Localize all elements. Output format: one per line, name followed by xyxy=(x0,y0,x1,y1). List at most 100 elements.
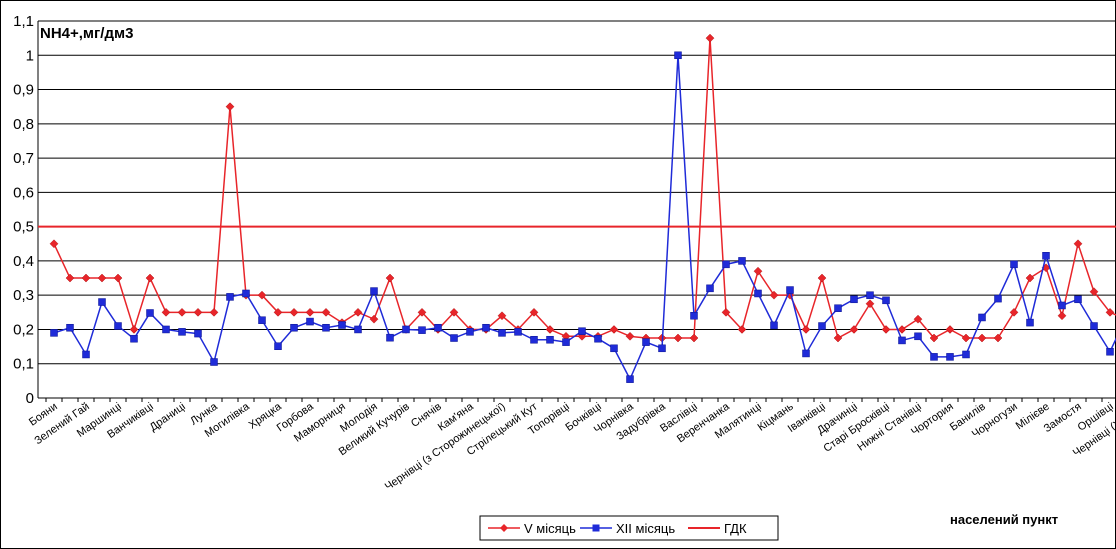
data-point xyxy=(930,353,938,361)
legend-label: V місяць xyxy=(524,521,576,536)
data-point xyxy=(978,313,986,322)
data-point xyxy=(258,316,266,324)
y-tick-label: 0,8 xyxy=(13,116,34,133)
data-point xyxy=(497,311,507,321)
data-point xyxy=(802,349,810,358)
legend: V місяць XII місяць ГДК xyxy=(479,515,779,541)
y-tick-label: 0,1 xyxy=(13,356,34,373)
data-point xyxy=(369,314,379,324)
data-point xyxy=(530,335,538,344)
data-point xyxy=(833,333,843,343)
data-point xyxy=(98,298,106,306)
data-point xyxy=(962,350,970,359)
data-point xyxy=(914,332,922,341)
data-point xyxy=(290,323,298,332)
y-tick-label: 1 xyxy=(26,47,34,64)
legend-marker xyxy=(500,524,508,532)
data-point xyxy=(1025,273,1035,283)
data-point xyxy=(1026,318,1034,327)
data-point xyxy=(690,311,698,320)
data-point xyxy=(897,325,907,334)
legend-label: ГДК xyxy=(724,521,747,536)
data-point xyxy=(929,333,939,343)
data-point xyxy=(754,289,762,298)
data-point xyxy=(610,344,618,353)
data-point xyxy=(546,335,554,344)
data-point xyxy=(385,273,395,283)
data-point xyxy=(1106,347,1114,356)
data-point xyxy=(1009,307,1019,317)
data-point xyxy=(498,329,506,337)
data-point xyxy=(722,260,730,269)
data-point xyxy=(178,328,186,336)
data-point xyxy=(209,307,219,317)
data-point xyxy=(1073,239,1083,249)
data-point xyxy=(514,328,522,336)
y-tick-label: 0,6 xyxy=(13,184,34,201)
data-point xyxy=(1010,260,1018,269)
x-axis-label: населений пункт xyxy=(950,512,1058,527)
data-point xyxy=(977,333,987,343)
data-point xyxy=(162,325,170,334)
data-point xyxy=(193,307,203,317)
data-point xyxy=(882,296,890,305)
data-point xyxy=(786,286,794,294)
y-tick-label: 0,5 xyxy=(13,219,34,236)
data-point xyxy=(578,327,586,335)
data-point xyxy=(321,307,331,317)
data-point xyxy=(706,284,714,293)
data-point xyxy=(625,331,635,341)
data-point xyxy=(194,329,202,338)
data-point xyxy=(466,328,474,336)
data-point xyxy=(994,294,1002,303)
data-point xyxy=(818,322,826,330)
data-point xyxy=(449,307,459,317)
data-point xyxy=(737,325,747,334)
data-point xyxy=(338,321,346,329)
series-layer xyxy=(38,33,1116,383)
data-point xyxy=(961,333,971,343)
data-point xyxy=(482,323,490,332)
y-tick-label: 0,9 xyxy=(13,82,34,99)
data-point xyxy=(881,325,891,334)
data-point xyxy=(770,321,778,330)
data-point xyxy=(642,338,650,346)
data-point xyxy=(418,326,426,334)
data-point xyxy=(210,358,218,366)
data-point xyxy=(945,325,955,334)
data-point xyxy=(689,333,699,343)
y-tick-label: 0,2 xyxy=(13,321,34,338)
data-point xyxy=(866,291,874,299)
y-tick-label: 0 xyxy=(26,390,34,407)
data-point xyxy=(913,314,923,324)
data-point xyxy=(402,325,410,334)
data-point xyxy=(769,290,779,300)
data-point xyxy=(1090,322,1098,330)
data-point xyxy=(49,239,59,249)
data-point xyxy=(609,325,619,334)
data-point xyxy=(801,325,811,334)
data-point xyxy=(242,289,250,298)
data-point xyxy=(113,273,123,283)
data-point xyxy=(673,333,683,343)
data-point xyxy=(226,293,234,301)
data-point xyxy=(594,334,602,343)
data-point xyxy=(849,325,859,334)
data-point xyxy=(417,307,427,317)
chart-title: NH4+,мг/дм3 xyxy=(40,25,133,42)
data-point xyxy=(626,375,634,383)
data-point xyxy=(993,333,1003,343)
data-point xyxy=(177,307,187,317)
data-point xyxy=(65,273,75,283)
data-point xyxy=(674,51,682,60)
data-point xyxy=(322,323,330,332)
data-point xyxy=(1057,311,1067,321)
data-point xyxy=(353,307,363,317)
data-point xyxy=(225,102,235,112)
data-point xyxy=(305,307,315,317)
legend-box xyxy=(479,515,779,541)
legend-marker xyxy=(592,524,600,532)
series-1 xyxy=(50,51,1116,383)
data-point xyxy=(161,307,171,317)
